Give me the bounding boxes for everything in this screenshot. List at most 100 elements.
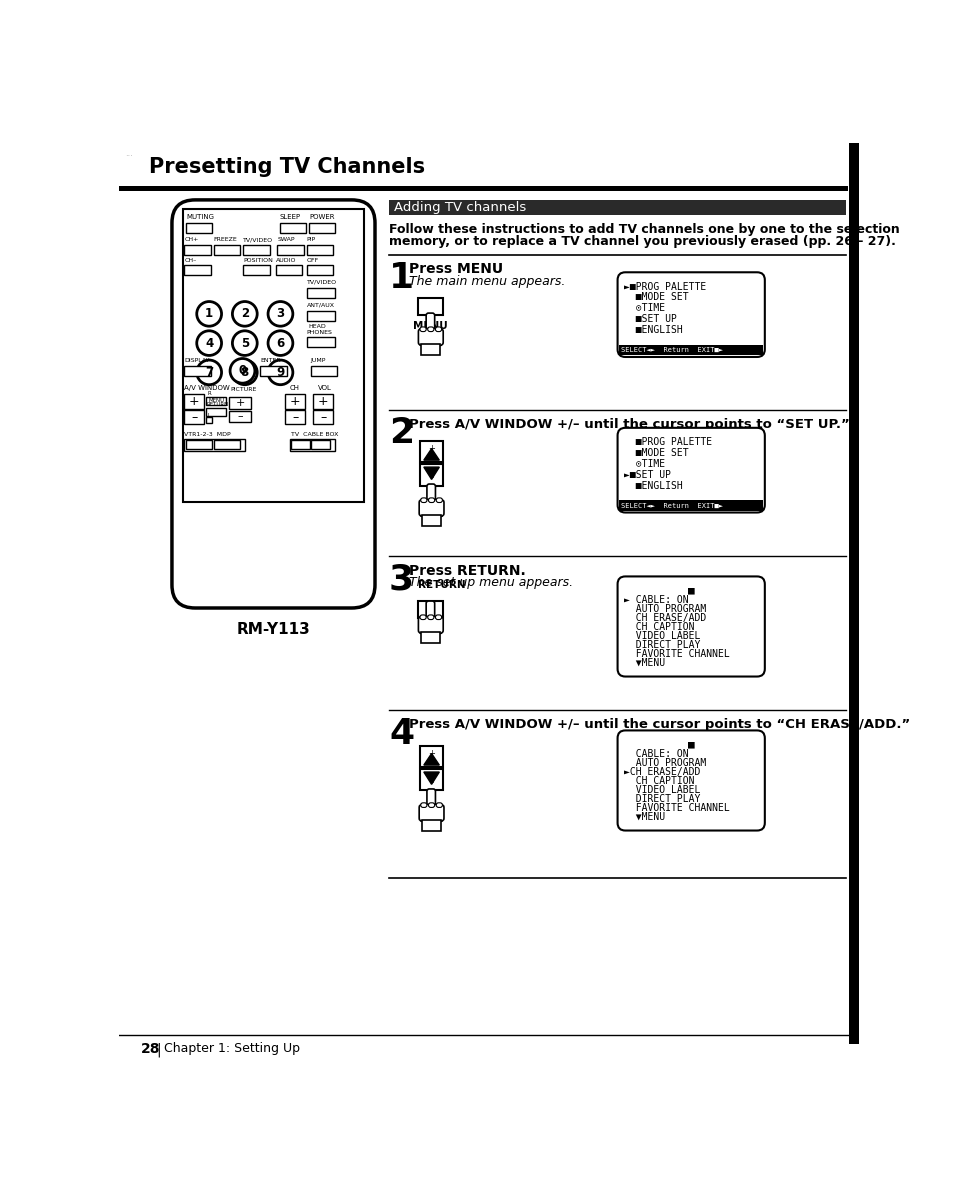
Circle shape	[268, 301, 293, 326]
Bar	[419, 464, 443, 486]
FancyBboxPatch shape	[420, 498, 427, 503]
Text: AUTO PROGRAM: AUTO PROGRAM	[623, 757, 705, 768]
Bar	[422, 819, 440, 830]
Bar	[213, 441, 240, 449]
Text: HEAD: HEAD	[308, 324, 326, 329]
Text: FAVORITE CHANNEL: FAVORITE CHANNEL	[623, 803, 729, 812]
Text: ENTER: ENTER	[260, 358, 280, 363]
Text: FAVORITE CHANNEL: FAVORITE CHANNEL	[623, 649, 729, 659]
Text: 3: 3	[276, 307, 284, 320]
Bar	[243, 244, 270, 255]
Bar	[307, 288, 335, 298]
Bar	[275, 266, 302, 275]
Text: 0: 0	[238, 364, 246, 378]
Text: ⊙TIME: ⊙TIME	[623, 459, 664, 469]
Bar	[206, 397, 226, 405]
FancyBboxPatch shape	[428, 498, 435, 503]
Circle shape	[196, 331, 221, 355]
Text: ...: ...	[125, 149, 133, 158]
Bar	[206, 407, 226, 416]
Bar	[419, 769, 443, 791]
Bar	[279, 223, 306, 233]
Text: DIRECT PLAY: DIRECT PLAY	[623, 640, 700, 649]
FancyBboxPatch shape	[617, 730, 764, 830]
Text: ►CH ERASE/ADD: ►CH ERASE/ADD	[623, 767, 700, 777]
Circle shape	[196, 360, 221, 385]
Text: ▼MENU: ▼MENU	[623, 657, 664, 668]
Text: The set up menu appears.: The set up menu appears.	[409, 576, 573, 590]
Circle shape	[196, 301, 221, 326]
FancyBboxPatch shape	[427, 328, 434, 331]
Text: MENU: MENU	[413, 320, 448, 331]
Text: SLEEP: SLEEP	[279, 214, 300, 220]
Bar	[307, 311, 335, 320]
FancyBboxPatch shape	[436, 498, 442, 503]
Bar	[419, 746, 443, 767]
Text: ► CABLE: ON: ► CABLE: ON	[623, 596, 688, 605]
Text: –: –	[429, 474, 434, 482]
Text: ■MODE SET: ■MODE SET	[623, 448, 688, 459]
Bar	[119, 186, 847, 192]
FancyBboxPatch shape	[419, 328, 426, 331]
Bar	[418, 601, 443, 618]
Text: 5: 5	[240, 337, 249, 350]
Bar	[184, 366, 211, 376]
Text: 9: 9	[276, 366, 284, 379]
Text: ⊙TIME: ⊙TIME	[623, 304, 664, 313]
Bar	[277, 244, 303, 255]
Bar	[213, 244, 240, 255]
Bar	[186, 441, 212, 449]
FancyBboxPatch shape	[419, 615, 426, 619]
Text: The main menu appears.: The main menu appears.	[409, 275, 565, 287]
FancyBboxPatch shape	[436, 803, 442, 807]
Bar	[243, 266, 270, 275]
Text: PHONES: PHONES	[307, 330, 333, 335]
Bar	[285, 394, 305, 410]
Text: ▼MENU: ▼MENU	[623, 811, 664, 822]
Text: Press A/V WINDOW +/– until the cursor points to “SET UP.”: Press A/V WINDOW +/– until the cursor po…	[409, 418, 849, 431]
FancyBboxPatch shape	[617, 428, 764, 512]
Text: +: +	[317, 395, 328, 409]
Bar	[618, 500, 762, 511]
Bar	[311, 441, 330, 449]
FancyBboxPatch shape	[427, 484, 435, 501]
Text: MUTING: MUTING	[186, 214, 213, 220]
Polygon shape	[423, 449, 439, 460]
Text: AUDIO: AUDIO	[275, 258, 296, 263]
Text: 7: 7	[205, 366, 213, 379]
Text: ■MODE SET: ■MODE SET	[623, 293, 688, 303]
Text: Press RETURN.: Press RETURN.	[409, 565, 525, 578]
Bar	[184, 438, 245, 451]
Text: 8: 8	[240, 366, 249, 379]
Circle shape	[230, 358, 254, 384]
Text: TV  CABLE BOX: TV CABLE BOX	[291, 431, 338, 437]
Text: CH CAPTION: CH CAPTION	[623, 622, 694, 631]
Text: AUTO PROGRAM: AUTO PROGRAM	[623, 604, 705, 613]
Bar	[313, 394, 333, 410]
Text: +: +	[189, 395, 199, 409]
Text: ■PROG PALETTE: ■PROG PALETTE	[623, 437, 711, 447]
Bar	[260, 366, 286, 376]
Bar	[421, 344, 439, 355]
Text: Chapter 1: Setting Up: Chapter 1: Setting Up	[164, 1042, 300, 1055]
Bar	[184, 244, 211, 255]
Text: ANT/AUX: ANT/AUX	[307, 303, 335, 307]
Text: –: –	[319, 411, 326, 424]
Text: Presetting TV Channels: Presetting TV Channels	[149, 157, 424, 176]
FancyBboxPatch shape	[427, 788, 435, 806]
Bar	[184, 394, 204, 410]
Bar	[307, 244, 333, 255]
Text: VIDEO LABEL: VIDEO LABEL	[623, 631, 700, 641]
Text: memory, or to replace a TV channel you previously erased (pp. 26 – 27).: memory, or to replace a TV channel you p…	[389, 236, 895, 248]
Text: +: +	[290, 395, 300, 409]
Text: ►■PROG PALETTE: ►■PROG PALETTE	[623, 281, 705, 292]
Text: FREEZE: FREEZE	[213, 237, 237, 242]
Text: Follow these instructions to add TV channels one by one to the selection: Follow these instructions to add TV chan…	[389, 223, 899, 236]
Text: ■ENGLISH: ■ENGLISH	[623, 325, 681, 335]
Circle shape	[268, 331, 293, 355]
Bar	[313, 410, 333, 424]
Text: VOL: VOL	[317, 385, 332, 391]
Text: Press A/V WINDOW +/– until the cursor points to “CH ERASE/ADD.”: Press A/V WINDOW +/– until the cursor po…	[409, 718, 909, 731]
FancyBboxPatch shape	[172, 200, 375, 607]
Text: POWER: POWER	[309, 214, 335, 220]
